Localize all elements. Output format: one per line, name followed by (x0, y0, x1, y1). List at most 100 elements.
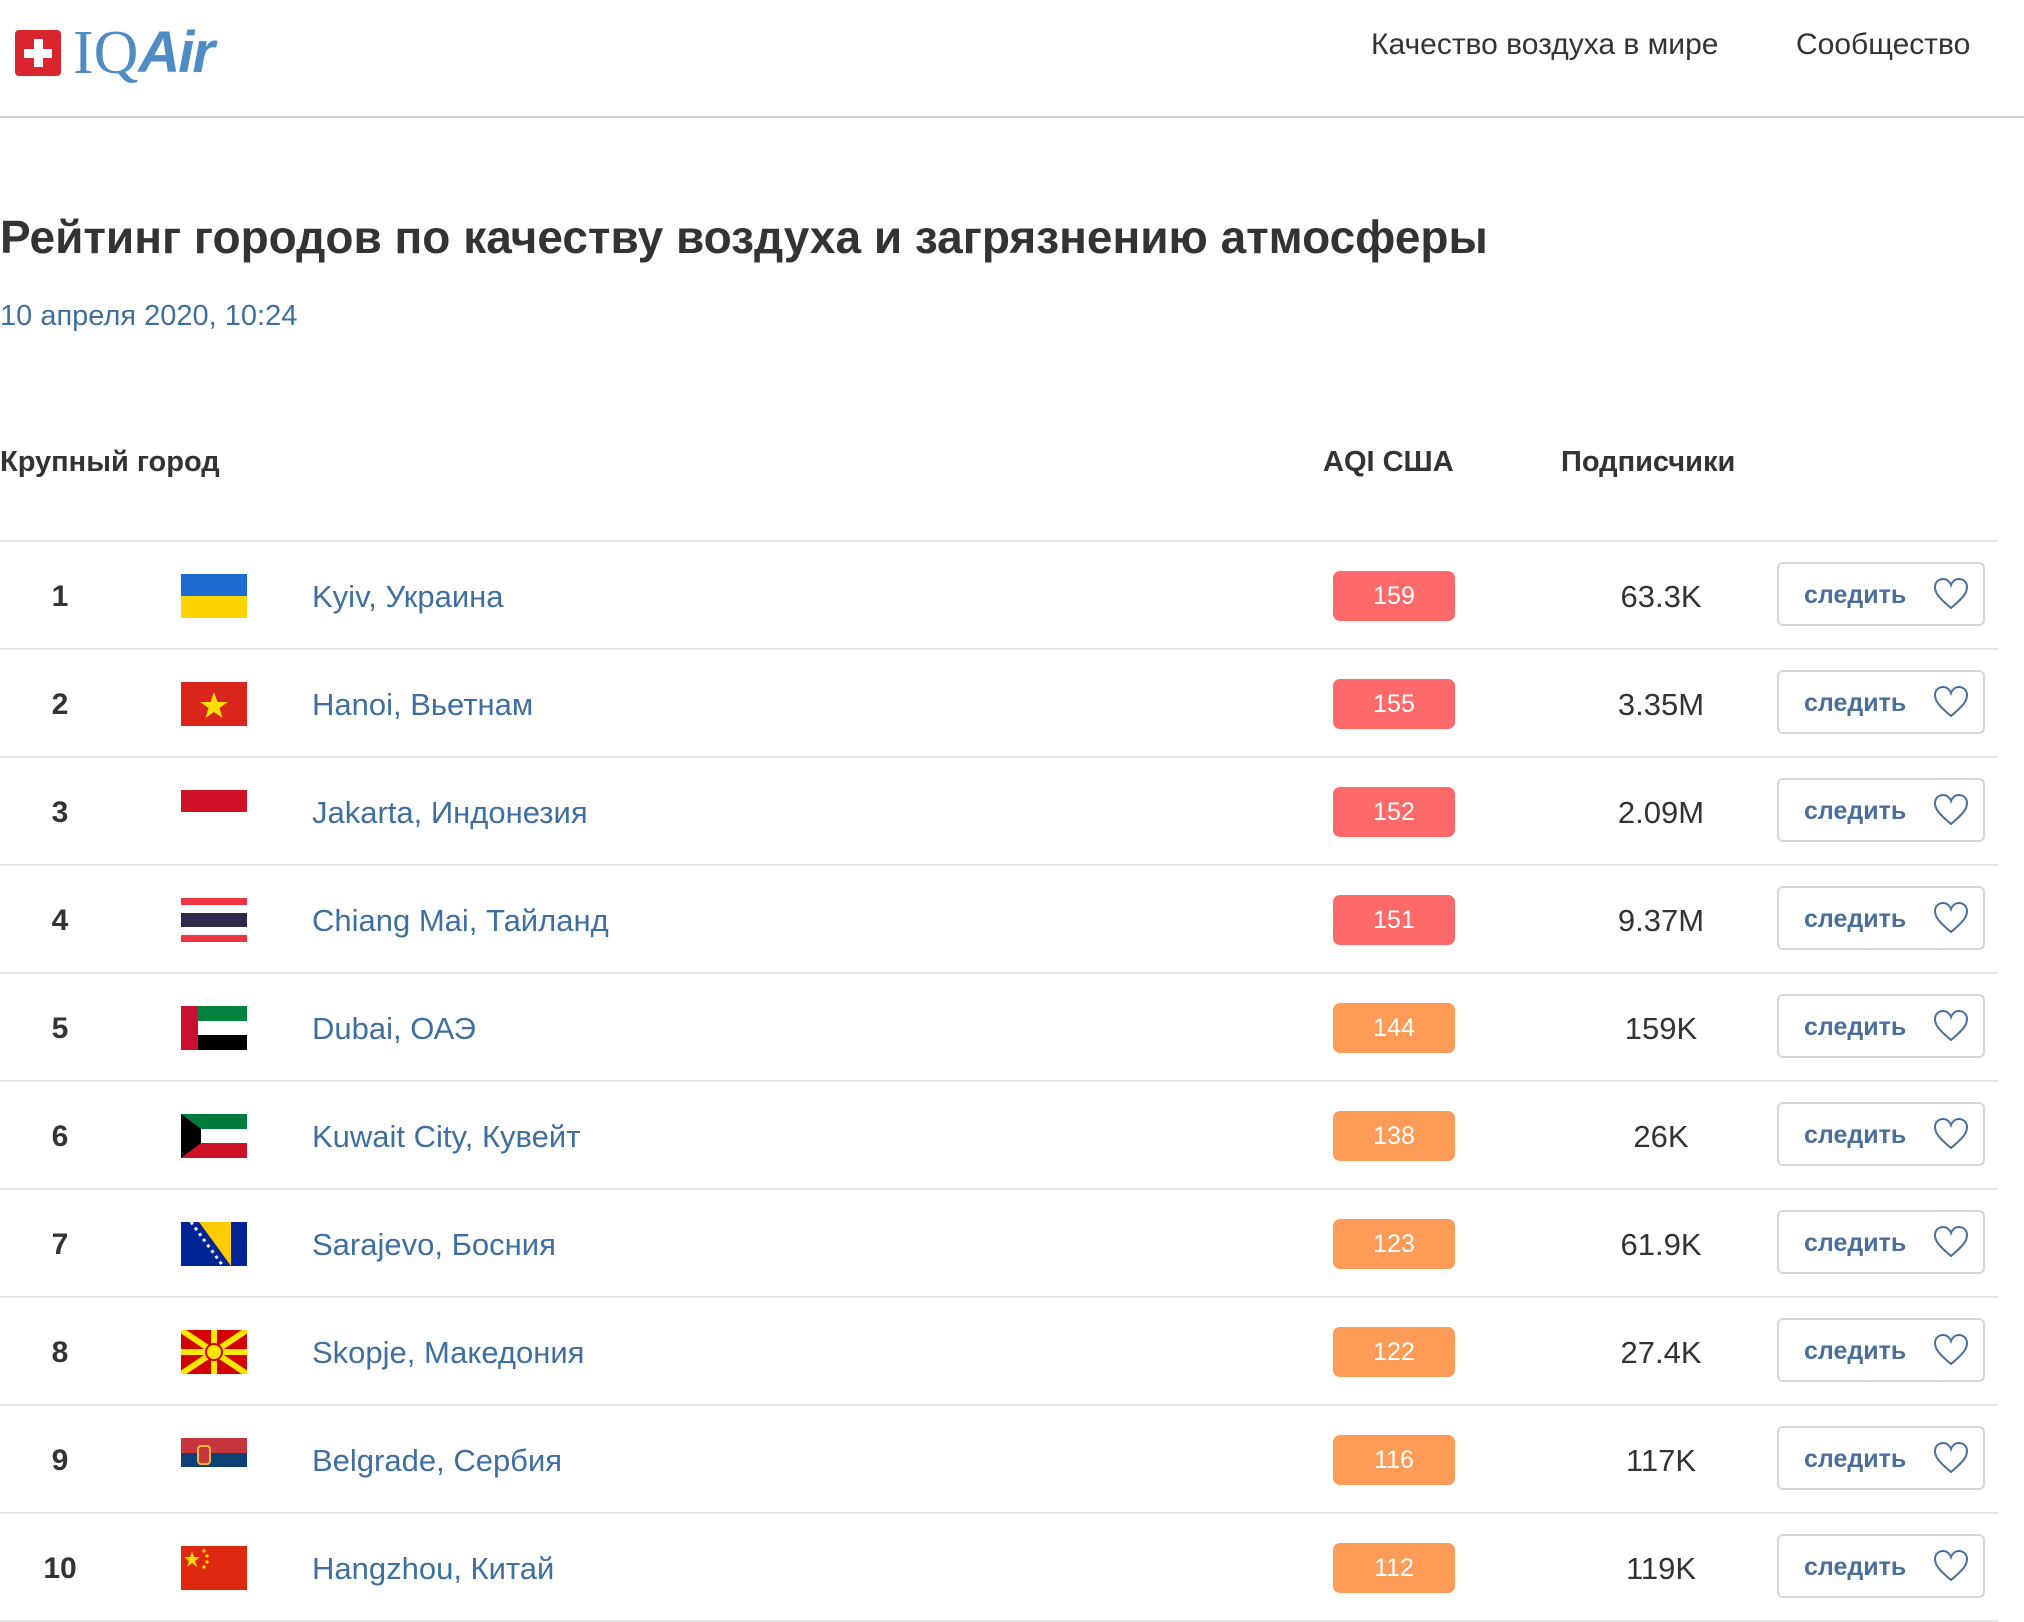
follow-button[interactable]: следить (1777, 1426, 1985, 1490)
aqi-badge: 122 (1333, 1327, 1455, 1377)
nav-community[interactable]: Сообщество (1796, 28, 1971, 61)
follow-label: следить (1804, 905, 1907, 933)
heart-icon (1933, 901, 1969, 934)
rank: 7 (51, 1228, 69, 1261)
flag-ae-icon (181, 1006, 247, 1050)
city-link[interactable]: Hanoi, Вьетнам (312, 687, 534, 722)
table-row: 8 Skopje, Македония 122 27.4K следить (0, 1298, 1998, 1406)
heart-icon (1933, 1225, 1969, 1258)
column-header-followers: Подписчики (1561, 446, 1736, 478)
aqi-badge: 112 (1333, 1543, 1455, 1593)
heart-icon (1933, 1549, 1969, 1582)
table-row: 7 Sarajevo, Босния 123 61.9K следить (0, 1190, 1998, 1298)
followers-count: 119K (1625, 1551, 1697, 1586)
table-row: 3 Jakarta, Индонезия 152 2.09M следить (0, 758, 1998, 866)
rank: 5 (51, 1012, 69, 1045)
aqi-badge: 116 (1333, 1435, 1455, 1485)
flag-mk-icon (181, 1330, 247, 1374)
followers-count: 9.37M (1617, 903, 1705, 938)
follow-label: следить (1804, 1553, 1907, 1581)
city-link[interactable]: Dubai, ОАЭ (312, 1011, 476, 1046)
follow-button[interactable]: следить (1777, 886, 1985, 950)
rank: 2 (51, 688, 69, 721)
flag-th-icon (181, 898, 247, 942)
followers-count: 26K (1633, 1119, 1689, 1154)
follow-label: следить (1804, 1013, 1907, 1041)
followers-count: 117K (1625, 1443, 1697, 1478)
rank: 9 (51, 1444, 69, 1477)
heart-icon (1933, 577, 1969, 610)
table-row: 6 Kuwait City, Кувейт 138 26K следить (0, 1082, 1998, 1190)
page-title: Рейтинг городов по качеству воздуха и за… (0, 211, 1488, 263)
followers-count: 27.4K (1620, 1335, 1702, 1370)
aqi-badge: 155 (1333, 679, 1455, 729)
flag-kw-icon (181, 1114, 247, 1158)
nav-world-air-quality[interactable]: Качество воздуха в мире (1371, 28, 1719, 61)
column-header-aqi: AQI США (1323, 446, 1454, 478)
rank: 10 (43, 1552, 77, 1585)
aqi-badge: 152 (1333, 787, 1455, 837)
heart-icon (1933, 1441, 1969, 1474)
rank: 4 (51, 904, 69, 937)
follow-button[interactable]: следить (1777, 994, 1985, 1058)
flag-cn-icon (181, 1546, 247, 1590)
table-row: 4 Chiang Mai, Тайланд 151 9.37M следить (0, 866, 1998, 974)
flag-ua-icon (181, 574, 247, 618)
city-link[interactable]: Kyiv, Украина (312, 579, 504, 614)
follow-button[interactable]: следить (1777, 1318, 1985, 1382)
follow-label: следить (1804, 1445, 1907, 1473)
city-link[interactable]: Jakarta, Индонезия (312, 795, 588, 830)
rank: 3 (51, 796, 69, 829)
flag-vn-icon (181, 682, 247, 726)
follow-label: следить (1804, 581, 1907, 609)
city-link[interactable]: Belgrade, Сербия (312, 1443, 563, 1478)
table-row: 9 Belgrade, Сербия 116 117K следить (0, 1406, 1998, 1514)
city-ranking-table: 1 Kyiv, Украина 159 63.3K следить 2 Hanoi, Вье… (0, 540, 1998, 1622)
follow-label: следить (1804, 1337, 1907, 1365)
follow-button[interactable]: следить (1777, 562, 1985, 626)
follow-button[interactable]: следить (1777, 1102, 1985, 1166)
table-row: 2 Hanoi, Вьетнам 155 3.35M следить (0, 650, 1998, 758)
followers-count: 3.35M (1617, 687, 1705, 722)
heart-icon (1933, 1333, 1969, 1366)
followers-count: 63.3K (1620, 579, 1702, 614)
aqi-badge: 159 (1333, 571, 1455, 621)
follow-label: следить (1804, 1121, 1907, 1149)
table-row: 5 Dubai, ОАЭ 144 159K следить (0, 974, 1998, 1082)
update-date: 10 апреля 2020, 10:24 (0, 300, 298, 332)
iqair-logo[interactable]: IQ Air (15, 20, 215, 85)
heart-icon (1933, 1009, 1969, 1042)
heart-icon (1933, 685, 1969, 718)
follow-button[interactable]: следить (1777, 1210, 1985, 1274)
aqi-badge: 138 (1333, 1111, 1455, 1161)
city-link[interactable]: Hangzhou, Китай (312, 1551, 555, 1586)
aqi-badge: 151 (1333, 895, 1455, 945)
flag-rs-icon (181, 1438, 247, 1482)
aqi-badge: 144 (1333, 1003, 1455, 1053)
site-header: IQ Air Качество воздуха в мире Сообщество (0, 0, 2024, 118)
aqi-badge: 123 (1333, 1219, 1455, 1269)
rank: 6 (51, 1120, 69, 1153)
table-row: 10 Hangzhou, Китай 112 119K следить (0, 1514, 1998, 1622)
follow-label: следить (1804, 797, 1907, 825)
table-row: 1 Kyiv, Украина 159 63.3K следить (0, 542, 1998, 650)
flag-ba-icon (181, 1222, 247, 1266)
follow-label: следить (1804, 1229, 1907, 1257)
follow-button[interactable]: следить (1777, 778, 1985, 842)
followers-count: 61.9K (1620, 1227, 1702, 1262)
followers-count: 159K (1624, 1011, 1698, 1046)
rank: 8 (51, 1336, 69, 1369)
city-link[interactable]: Skopje, Македония (312, 1335, 585, 1370)
swiss-cross-icon (15, 30, 61, 76)
follow-button[interactable]: следить (1777, 1534, 1985, 1598)
logo-text-air: Air (138, 20, 215, 85)
rank: 1 (51, 580, 69, 613)
heart-icon (1933, 793, 1969, 826)
city-link[interactable]: Kuwait City, Кувейт (312, 1119, 581, 1154)
city-link[interactable]: Chiang Mai, Тайланд (312, 903, 609, 938)
city-link[interactable]: Sarajevo, Босния (312, 1227, 556, 1262)
follow-button[interactable]: следить (1777, 670, 1985, 734)
column-header-city: Крупный город (0, 446, 220, 478)
flag-id-icon (181, 790, 247, 834)
followers-count: 2.09M (1617, 795, 1705, 830)
